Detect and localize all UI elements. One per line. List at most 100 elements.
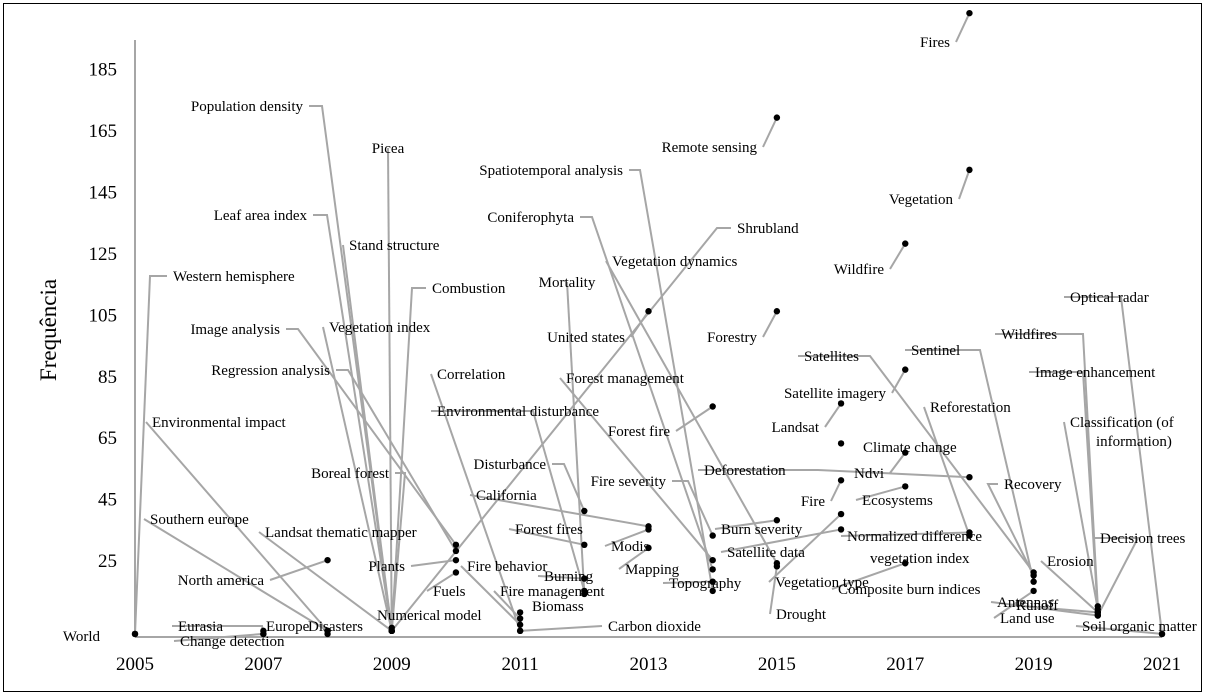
point-label: Fire behavior bbox=[467, 559, 547, 575]
leader-line bbox=[390, 287, 426, 631]
leader-line bbox=[986, 483, 1035, 576]
leader-line bbox=[618, 547, 650, 570]
point-label: Satellites bbox=[804, 349, 859, 365]
data-point bbox=[966, 532, 973, 539]
data-point bbox=[645, 308, 652, 315]
point-label: Change detection bbox=[180, 634, 285, 650]
point-label: Climate change bbox=[863, 440, 957, 456]
leader-line bbox=[840, 531, 970, 537]
leader-line bbox=[762, 310, 778, 338]
leader-line bbox=[604, 528, 649, 547]
point-label: Forest fires bbox=[515, 522, 583, 538]
point-label: Vegetation type bbox=[775, 575, 869, 591]
point-label: Regression analysis bbox=[211, 363, 330, 379]
data-point bbox=[966, 473, 973, 481]
point-label: United states bbox=[547, 330, 625, 346]
point-label: Topography bbox=[669, 576, 742, 592]
x-tick-label: 2017 bbox=[886, 654, 924, 675]
point-label: Classification (of information) bbox=[1070, 415, 1174, 450]
data-point bbox=[581, 541, 588, 549]
point-label: Sentinel bbox=[911, 343, 960, 359]
leader-line bbox=[460, 565, 521, 626]
leader-line bbox=[630, 310, 650, 338]
point-label: North america bbox=[178, 573, 265, 589]
point-label: Fuels bbox=[433, 584, 466, 600]
leader-line bbox=[762, 117, 778, 148]
leader-line bbox=[430, 373, 522, 632]
leader-line bbox=[1029, 371, 1099, 613]
leader-line bbox=[508, 528, 585, 546]
x-tick-label: 2021 bbox=[1143, 654, 1181, 675]
data-point bbox=[837, 400, 845, 407]
data-point bbox=[452, 541, 460, 549]
leader-line bbox=[493, 590, 521, 620]
point-label: Landsat thematic mapper bbox=[265, 525, 417, 541]
leader-line bbox=[387, 147, 393, 631]
leader-line bbox=[1063, 421, 1099, 610]
point-label: Western hemisphere bbox=[173, 269, 295, 285]
point-label: Picea bbox=[372, 141, 405, 157]
data-point bbox=[902, 560, 909, 567]
point-label: Southern europe bbox=[150, 512, 249, 528]
leader-line bbox=[958, 169, 971, 200]
data-point bbox=[709, 566, 716, 573]
point-label: Disturbance bbox=[474, 457, 547, 473]
point-label: Fire severity bbox=[591, 474, 667, 490]
data-point bbox=[260, 630, 267, 638]
leader-line bbox=[145, 421, 329, 632]
data-point bbox=[1030, 578, 1037, 585]
point-label: Deforestation bbox=[704, 463, 786, 479]
point-label: World bbox=[63, 629, 101, 645]
leader-line bbox=[1040, 560, 1099, 614]
y-tick-label: 105 bbox=[89, 305, 118, 326]
data-point bbox=[324, 556, 331, 564]
data-point bbox=[1030, 587, 1037, 595]
point-label: Erosion bbox=[1047, 554, 1094, 570]
point-label: Vegetation dynamics bbox=[612, 254, 738, 270]
data-point bbox=[709, 587, 716, 595]
data-point bbox=[452, 556, 460, 564]
point-label: Antennas bbox=[997, 595, 1054, 611]
data-point bbox=[131, 630, 139, 638]
point-label: Recovery bbox=[1004, 477, 1062, 493]
data-point bbox=[966, 9, 973, 17]
point-label: Combustion bbox=[432, 281, 506, 297]
leader-line bbox=[768, 513, 842, 583]
data-point bbox=[902, 366, 909, 373]
data-point bbox=[902, 240, 909, 247]
leader-line bbox=[410, 559, 457, 567]
data-point bbox=[324, 630, 331, 638]
leader-line bbox=[955, 12, 971, 43]
leader-line bbox=[342, 244, 393, 631]
data-point bbox=[709, 532, 716, 539]
point-label: Environmental impact bbox=[152, 415, 287, 431]
data-point bbox=[581, 575, 588, 582]
point-label: Drought bbox=[776, 607, 827, 623]
point-label: Vegetation bbox=[889, 192, 954, 208]
data-point bbox=[516, 615, 524, 622]
point-label: Wildfire bbox=[834, 262, 885, 278]
point-label: Fires bbox=[920, 35, 950, 51]
leader-line bbox=[390, 227, 731, 632]
leader-line bbox=[672, 480, 714, 536]
leader-line bbox=[537, 575, 585, 580]
point-label: Forestry bbox=[707, 330, 757, 346]
leader-line bbox=[769, 566, 778, 615]
x-tick-label: 2005 bbox=[116, 654, 154, 675]
leader-line bbox=[390, 472, 407, 631]
data-point bbox=[452, 569, 460, 576]
y-tick-label: 25 bbox=[98, 551, 117, 572]
leader-line bbox=[286, 328, 457, 546]
point-label: Disasters bbox=[308, 619, 363, 635]
point-label: Shrubland bbox=[737, 221, 799, 237]
data-point bbox=[966, 166, 973, 174]
leader-line bbox=[990, 601, 1098, 617]
x-tick-label: 2013 bbox=[630, 654, 668, 675]
leader-line bbox=[269, 559, 328, 581]
point-label: Forest fire bbox=[608, 424, 670, 440]
leader-line bbox=[173, 632, 264, 642]
point-label: Soil organic matter bbox=[1082, 619, 1197, 635]
point-label: Land use bbox=[1000, 611, 1055, 627]
data-point bbox=[645, 544, 652, 552]
leader-line bbox=[824, 402, 842, 428]
